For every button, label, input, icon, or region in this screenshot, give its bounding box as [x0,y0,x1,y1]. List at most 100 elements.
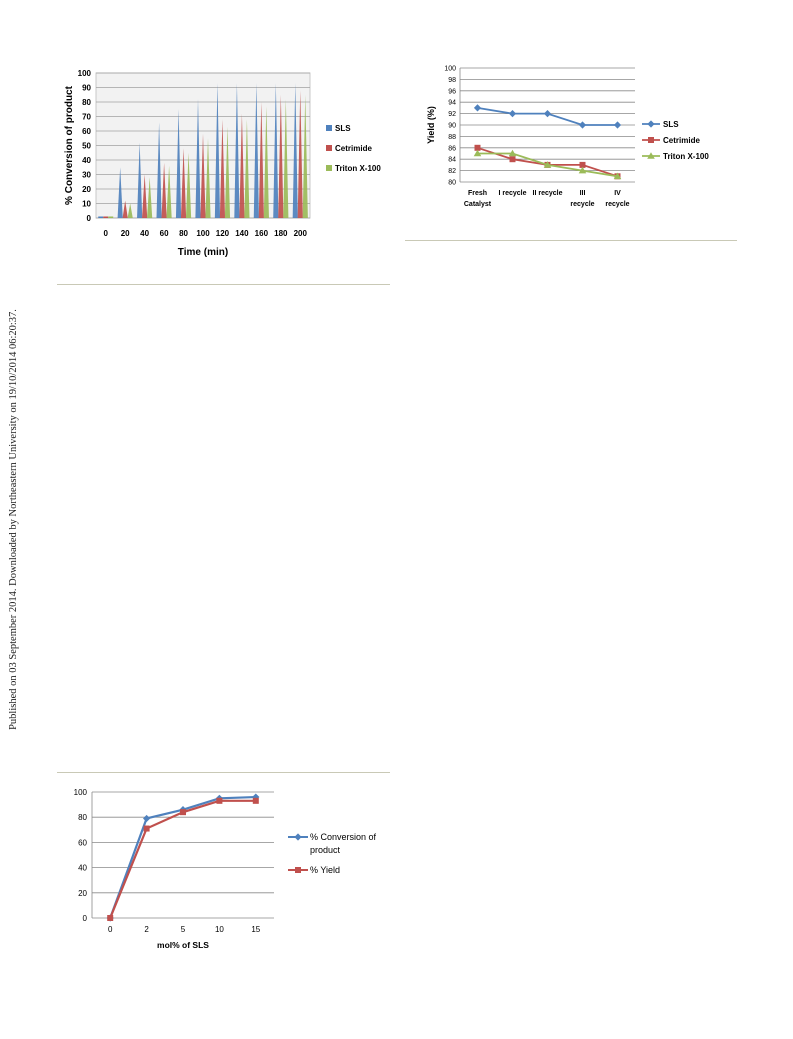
bar [103,216,109,218]
bar [175,109,182,218]
series-cetrimide [103,90,303,218]
series-line [109,795,256,919]
y-tick-label: 96 [448,88,456,95]
series-sls [98,83,298,219]
bar [273,83,279,219]
x-tick-label: 0 [108,925,113,934]
bar [205,138,211,218]
y-tick-label: 50 [82,142,91,151]
data-point [543,161,552,168]
bar [283,99,289,218]
bar [185,152,192,218]
x-tick-label: 10 [215,925,224,934]
data-point [509,156,516,163]
bar [239,113,245,218]
x-tick-label: 140 [235,229,249,238]
bar [258,102,264,218]
legend-label: Cetrimide [663,136,700,145]
x-tick-label: 120 [216,229,230,238]
x-tick-label: I recycle [498,190,526,197]
y-tick-label: 0 [87,214,92,223]
legend-swatch [326,165,332,171]
data-point [508,110,517,118]
y-tick-label: 80 [82,98,91,107]
y-tick-label: 100 [74,788,88,797]
y-tick-label: 82 [448,168,456,175]
bar [219,119,226,218]
data-point [543,110,552,118]
publication-side-note: Published on 03 September 2014. Download… [6,0,20,1039]
y-tick-label: 30 [82,171,91,180]
y-tick-label: 84 [448,157,456,164]
legend: SLS Cetrimide Triton X-100 [642,120,709,161]
legend: % Conversion of product % Yield [288,832,377,875]
y-tick-label: 88 [448,134,456,141]
legend: SLS Cetrimide Triton X-100 [326,124,381,173]
bar [127,203,133,218]
data-point [613,121,622,129]
x-tick-label: 5 [181,925,186,934]
bar [200,133,206,218]
y-tick-label: 20 [82,185,91,194]
x-tick-label: Catalyst [464,201,492,208]
bar [142,174,148,218]
x-tick-label: 160 [255,229,269,238]
bar [292,83,298,219]
legend-label: Triton X-100 [663,152,709,161]
bar [117,167,123,218]
bar [253,83,259,219]
bar [98,216,104,218]
y-tick-label: 90 [82,84,91,93]
bar [244,119,250,218]
y-tick-label: 92 [448,111,456,118]
bar [161,162,167,218]
y-tick-label: 70 [82,113,91,122]
y-tick-label: 94 [448,100,456,107]
y-tick-label: 90 [448,123,456,130]
data-point [579,161,586,168]
x-tick-label: 80 [179,229,188,238]
x-tick-label: recycle [570,201,594,208]
data-point [578,121,587,129]
legend-label: % Conversion of [310,832,377,842]
legend-label: SLS [663,120,679,129]
x-tick-label: 100 [196,229,210,238]
x-tick-label: III [580,190,586,197]
rule-above-chart-3 [57,772,390,773]
y-tick-label: 10 [82,200,91,209]
x-axis-label: Time (min) [178,247,228,258]
data-point [473,149,482,157]
y-tick-label: 40 [82,156,91,165]
legend-marker [294,833,302,841]
data-point [252,797,259,804]
bar [180,148,187,218]
bar [214,83,221,219]
series-triton-x-100 [473,149,622,180]
rule-under-chart-2 [405,240,737,241]
y-tick-label: 40 [78,864,87,873]
data-point [143,825,150,832]
data-point [473,104,482,112]
bar [108,216,114,218]
x-tick-label: 200 [294,229,308,238]
data-point [578,166,587,174]
x-tick-label: 60 [160,229,169,238]
y-axis-label: Yield (%) [426,106,436,144]
legend-label: Cetrimide [335,144,372,153]
x-tick-label: 2 [144,925,149,934]
legend-marker [295,867,301,873]
x-tick-label: II recycle [533,190,563,197]
series-sls [473,104,622,129]
series-triton-x-100 [108,94,308,218]
x-axis-label: mol% of SLS [157,940,209,950]
legend-marker [648,137,654,143]
bar [122,200,128,218]
x-tick-label: 0 [104,229,109,238]
y-tick-label: 98 [448,77,456,84]
data-point [216,797,223,804]
legend-label: SLS [335,124,351,133]
legend-label: product [310,845,341,855]
y-tick-label: 100 [444,66,456,73]
y-tick-label: 100 [78,69,92,78]
y-tick-label: 0 [83,914,88,923]
